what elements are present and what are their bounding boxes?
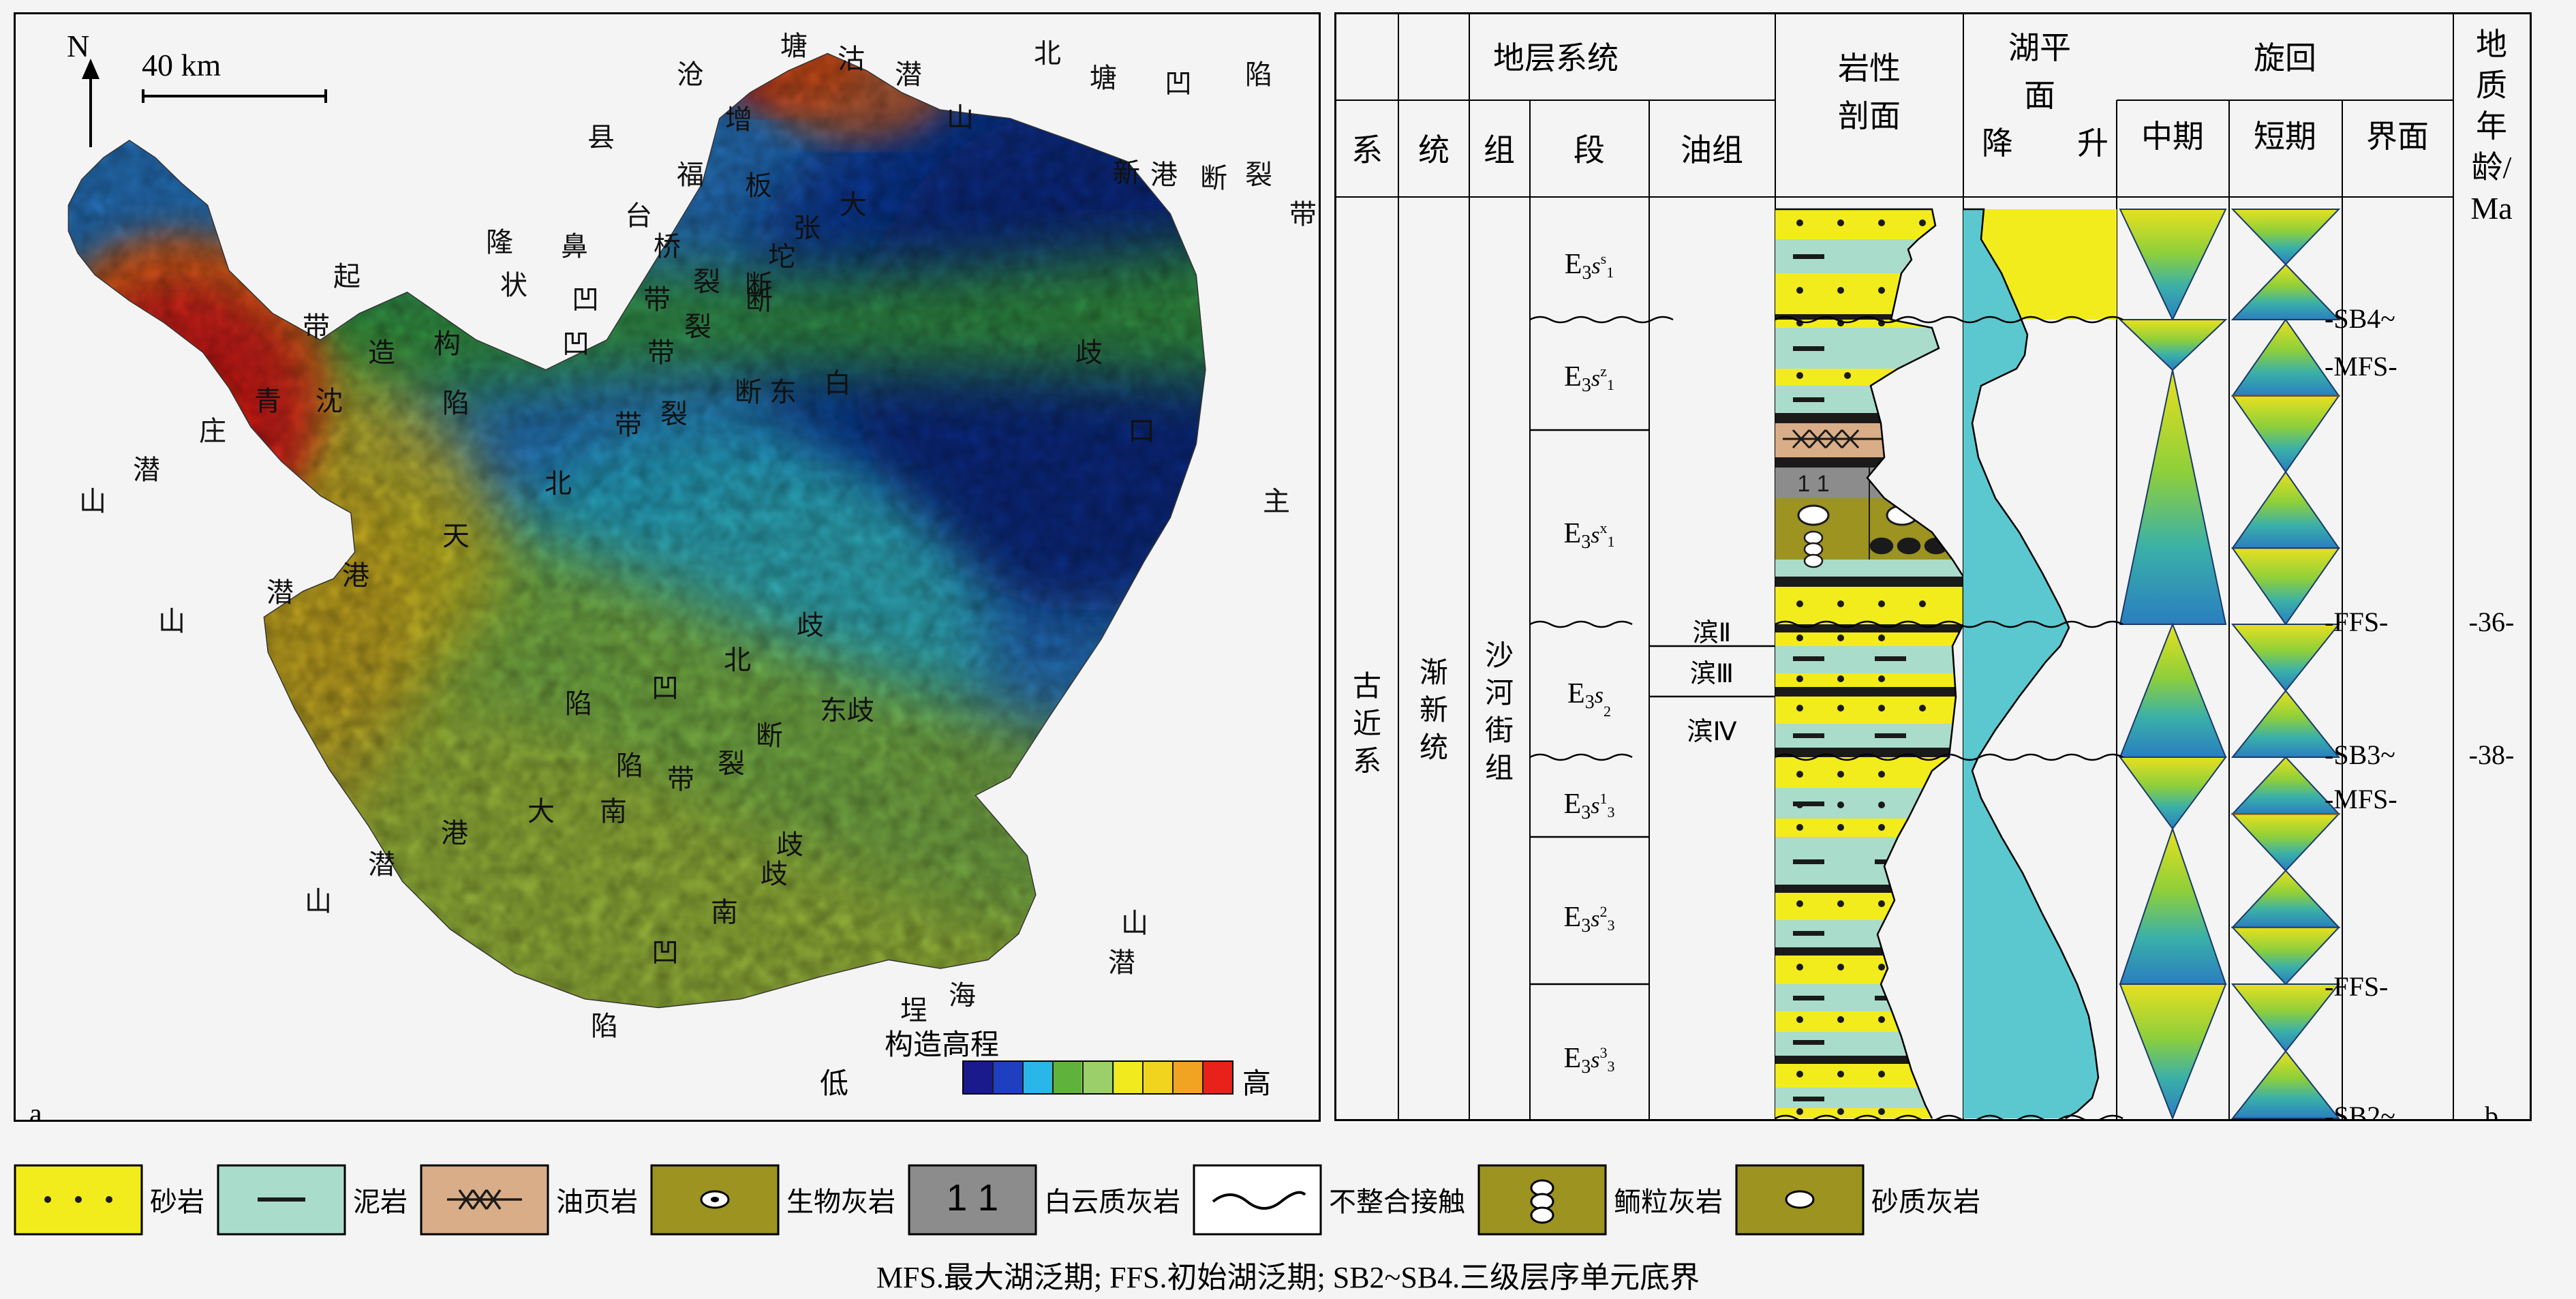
svg-text:统: 统 <box>1418 133 1450 168</box>
svg-text:滨Ⅲ: 滨Ⅲ <box>1690 660 1734 688</box>
svg-text:系: 系 <box>1353 746 1381 778</box>
svg-text:年: 年 <box>2476 109 2507 144</box>
svg-text:升: 升 <box>2077 126 2109 161</box>
svg-text:-36-: -36- <box>2469 607 2515 637</box>
svg-text:河: 河 <box>1485 678 1514 709</box>
svg-text:-SB3~: -SB3~ <box>2325 739 2395 770</box>
svg-text:-MFS-: -MFS- <box>2325 784 2397 814</box>
svg-text:1 1: 1 1 <box>947 1176 998 1219</box>
svg-text:1 1: 1 1 <box>1903 471 1935 497</box>
svg-text:剖面: 剖面 <box>1838 99 1901 134</box>
svg-text:-MFS-: -MFS- <box>2325 351 2397 382</box>
svg-text:地层系统: 地层系统 <box>1493 41 1619 76</box>
svg-text:系: 系 <box>1351 133 1383 168</box>
svg-text:E3s33: E3s33 <box>1564 1043 1615 1078</box>
svg-text:段: 段 <box>1574 133 1605 168</box>
svg-text:地: 地 <box>2476 27 2507 62</box>
svg-text:滨Ⅳ: 滨Ⅳ <box>1687 718 1736 746</box>
svg-text:E3s23: E3s23 <box>1564 902 1615 936</box>
svg-text:-38-: -38- <box>2469 739 2515 770</box>
svg-text:E3s13: E3s13 <box>1564 789 1615 823</box>
svg-text:-SB4~: -SB4~ <box>2325 303 2395 334</box>
svg-text:滨Ⅱ: 滨Ⅱ <box>1693 619 1732 647</box>
svg-text:古: 古 <box>1353 671 1381 703</box>
svg-text:E3sx1: E3sx1 <box>1564 518 1615 553</box>
svg-text:E3sz1: E3sz1 <box>1564 361 1614 396</box>
svg-text:湖平: 湖平 <box>2008 31 2071 65</box>
svg-text:E3ss1: E3ss1 <box>1565 249 1614 284</box>
svg-text:-SB2~: -SB2~ <box>2325 1101 2395 1119</box>
svg-text:短期: 短期 <box>2254 119 2316 154</box>
svg-text:b: b <box>2485 1101 2498 1119</box>
svg-text:油组: 油组 <box>1681 133 1743 168</box>
svg-text:面: 面 <box>2024 78 2055 113</box>
svg-text:降: 降 <box>1982 126 2013 161</box>
svg-text:E3s2: E3s2 <box>1567 678 1611 720</box>
svg-text:新: 新 <box>1420 695 1448 727</box>
svg-text:组: 组 <box>1484 133 1515 168</box>
svg-text:岩性: 岩性 <box>1838 51 1901 86</box>
svg-text:龄/: 龄/ <box>2472 150 2512 185</box>
svg-text:-FFS-: -FFS- <box>2325 607 2388 637</box>
svg-text:-FFS-: -FFS- <box>2325 971 2388 1002</box>
svg-text:中期: 中期 <box>2141 119 2204 154</box>
svg-text:统: 统 <box>1420 733 1448 764</box>
svg-text:沙: 沙 <box>1485 641 1514 672</box>
svg-text:Ma: Ma <box>2470 191 2512 226</box>
svg-text:界面: 界面 <box>2366 119 2429 154</box>
svg-text:质: 质 <box>2476 68 2507 103</box>
svg-text:组: 组 <box>1485 753 1514 784</box>
svg-text:渐: 渐 <box>1420 658 1448 689</box>
svg-text:近: 近 <box>1353 709 1381 740</box>
svg-text:街: 街 <box>1485 716 1514 747</box>
svg-text:1 1: 1 1 <box>1797 471 1829 497</box>
svg-text:旋回: 旋回 <box>2254 41 2316 76</box>
